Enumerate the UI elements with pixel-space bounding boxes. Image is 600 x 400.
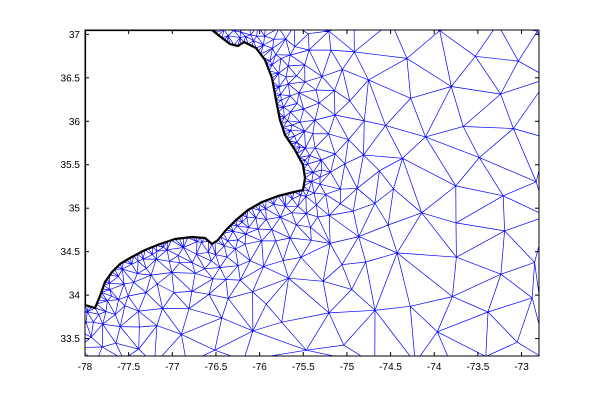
mesh-edges bbox=[85, 30, 539, 356]
y-tick-label: 37 bbox=[69, 30, 81, 41]
x-tick-label: -77.5 bbox=[117, 362, 140, 373]
plot-frame bbox=[84, 29, 540, 357]
x-tick-label: -74 bbox=[427, 362, 442, 373]
x-tick-label: -73 bbox=[514, 362, 529, 373]
y-tick-label: 35.5 bbox=[61, 160, 81, 171]
y-tick-label: 36.5 bbox=[61, 73, 81, 84]
x-tick-label: -75 bbox=[340, 362, 355, 373]
x-axis: -78 -77.5 -77 -76.5 -76 -75.5 -75 -74.5 -74 -73.5… bbox=[78, 30, 529, 373]
x-tick-label: -74.5 bbox=[379, 362, 402, 373]
x-tick-label: -77 bbox=[165, 362, 180, 373]
y-tick-label: 36 bbox=[69, 117, 81, 128]
land-mass bbox=[85, 30, 307, 310]
x-tick-label: -78 bbox=[78, 362, 93, 373]
y-tick-label: 34 bbox=[69, 291, 81, 302]
x-tick-label: -75.5 bbox=[292, 362, 315, 373]
y-tick-label: 34.5 bbox=[61, 247, 81, 258]
triangular-mesh bbox=[85, 30, 539, 356]
y-tick-label: 33.5 bbox=[61, 334, 81, 345]
x-tick-label: -73.5 bbox=[466, 362, 489, 373]
x-tick-label: -76 bbox=[252, 362, 267, 373]
x-tick-label: -76.5 bbox=[205, 362, 228, 373]
y-tick-label: 35 bbox=[69, 204, 81, 215]
y-axis: 37 36.5 36 35.5 35 34.5 34 33.5 bbox=[61, 30, 539, 345]
